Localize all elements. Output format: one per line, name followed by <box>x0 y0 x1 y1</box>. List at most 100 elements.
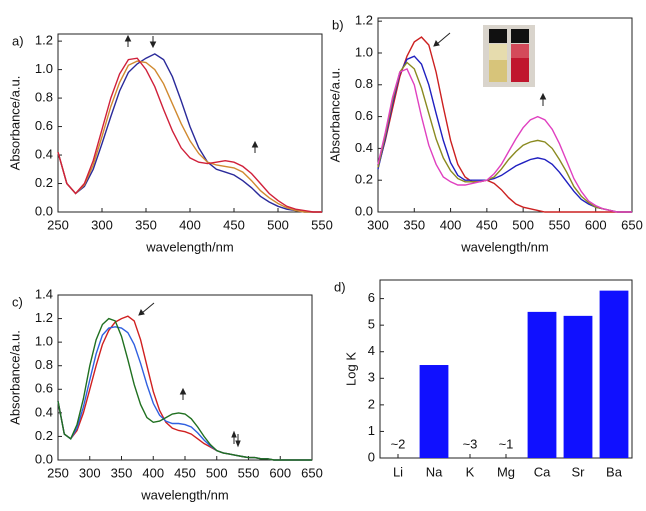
y-tick-label: 1.2 <box>355 13 373 28</box>
vial-cap <box>489 29 507 43</box>
arrow <box>436 32 451 45</box>
y-tick-label: 2 <box>368 396 375 411</box>
arrow-head <box>433 39 440 47</box>
arrow-head <box>235 440 241 448</box>
x-tick-label: 600 <box>585 217 607 232</box>
y-tick-label: 0.8 <box>35 90 53 105</box>
x-tick-label: Mg <box>497 464 515 479</box>
vial-cap <box>511 29 529 43</box>
y-tick-label: 1.0 <box>35 61 53 76</box>
y-axis-title: Absorbance/a.u. <box>7 330 22 425</box>
plot-frame <box>57 33 323 213</box>
y-tick-label: 1.4 <box>35 286 53 301</box>
y-tick-label: 1 <box>368 423 375 438</box>
plot-frame <box>57 294 313 461</box>
vial-liquid <box>489 60 507 82</box>
x-tick-label: 600 <box>269 465 291 480</box>
x-tick-label: Ba <box>606 464 623 479</box>
x-tick-label: Sr <box>572 464 586 479</box>
bar-note: ~1 <box>499 436 514 451</box>
x-axis-title: wavelength/nm <box>140 487 228 502</box>
y-tick-label: 6 <box>368 290 375 305</box>
x-tick-label: 250 <box>47 465 69 480</box>
panel-label: c) <box>12 294 23 309</box>
x-tick-label: K <box>466 464 475 479</box>
annotations <box>124 32 547 448</box>
arrow-head <box>149 41 157 49</box>
y-tick-label: 0.4 <box>35 146 53 161</box>
bar <box>599 290 629 458</box>
y-tick-label: 1.2 <box>35 33 53 48</box>
y-tick-label: 1.2 <box>35 310 53 325</box>
bar-note: ~2 <box>391 436 406 451</box>
x-tick-label: 250 <box>47 217 69 232</box>
y-tick-label: 0.6 <box>355 108 373 123</box>
y-tick-label: 0.6 <box>35 118 53 133</box>
x-tick-label: Li <box>393 464 403 479</box>
arrow-head <box>124 34 132 42</box>
arrow-head <box>231 430 237 438</box>
bar <box>419 365 449 458</box>
arrow-head <box>539 92 547 100</box>
bar <box>527 311 557 458</box>
y-tick-label: 0.8 <box>35 357 53 372</box>
bar-note: ~3 <box>463 436 478 451</box>
x-tick-label: 550 <box>549 217 571 232</box>
spectrum-line <box>377 61 632 213</box>
arrow-head <box>251 140 259 148</box>
y-tick-label: 4 <box>368 343 375 358</box>
panel-label: b) <box>332 17 344 32</box>
spectrum-line <box>377 67 632 213</box>
bar <box>563 315 593 458</box>
x-tick-label: 550 <box>311 217 333 232</box>
spectrum-line <box>57 317 312 461</box>
y-tick-label: 0.8 <box>355 76 373 91</box>
plot-frame <box>377 17 633 213</box>
vial-photo <box>483 25 535 87</box>
spectrum-line <box>57 53 322 213</box>
x-axis-title: wavelength/nm <box>460 239 548 254</box>
x-tick-label: 300 <box>79 465 101 480</box>
y-tick-label: 0.0 <box>355 203 373 218</box>
spectrum-line <box>57 315 312 461</box>
y-tick-label: 0.2 <box>355 172 373 187</box>
x-tick-label: 500 <box>512 217 534 232</box>
spectrum-line <box>377 36 632 213</box>
y-axis-title: Absorbance/a.u. <box>7 76 22 171</box>
x-tick-label: 650 <box>621 217 643 232</box>
x-tick-label: 650 <box>301 465 323 480</box>
y-tick-label: 0.0 <box>35 203 53 218</box>
y-tick-label: 0.2 <box>35 175 53 190</box>
x-tick-label: 450 <box>223 217 245 232</box>
y-tick-label: 1.0 <box>35 334 53 349</box>
x-tick-label: 350 <box>403 217 425 232</box>
y-axis-title: Log K <box>343 352 358 386</box>
y-tick-label: 0.4 <box>35 404 53 419</box>
y-tick-label: 0.4 <box>355 140 373 155</box>
y-tick-label: 0.0 <box>35 451 53 466</box>
y-tick-label: 1.0 <box>355 44 373 59</box>
spectrum-line <box>377 55 632 213</box>
x-tick-label: 400 <box>142 465 164 480</box>
plot-frame <box>379 279 633 459</box>
x-tick-label: Ca <box>534 464 551 479</box>
panel-label: a) <box>12 33 24 48</box>
y-axis-title: Absorbance/a.u. <box>327 68 342 163</box>
x-tick-label: 350 <box>135 217 157 232</box>
y-tick-label: 5 <box>368 317 375 332</box>
arrow-head <box>138 308 145 316</box>
arrow <box>141 302 155 314</box>
x-tick-label: 450 <box>174 465 196 480</box>
y-tick-label: 0.2 <box>35 428 53 443</box>
x-tick-label: 350 <box>111 465 133 480</box>
x-tick-label: 300 <box>91 217 113 232</box>
spectrum-line <box>57 60 322 213</box>
y-tick-label: 0 <box>368 449 375 464</box>
x-tick-label: 500 <box>206 465 228 480</box>
panel-label: d) <box>334 279 346 294</box>
vial-liquid <box>511 58 529 82</box>
spectrum-line <box>57 57 322 213</box>
x-tick-label: Na <box>426 464 443 479</box>
x-tick-label: 300 <box>367 217 389 232</box>
